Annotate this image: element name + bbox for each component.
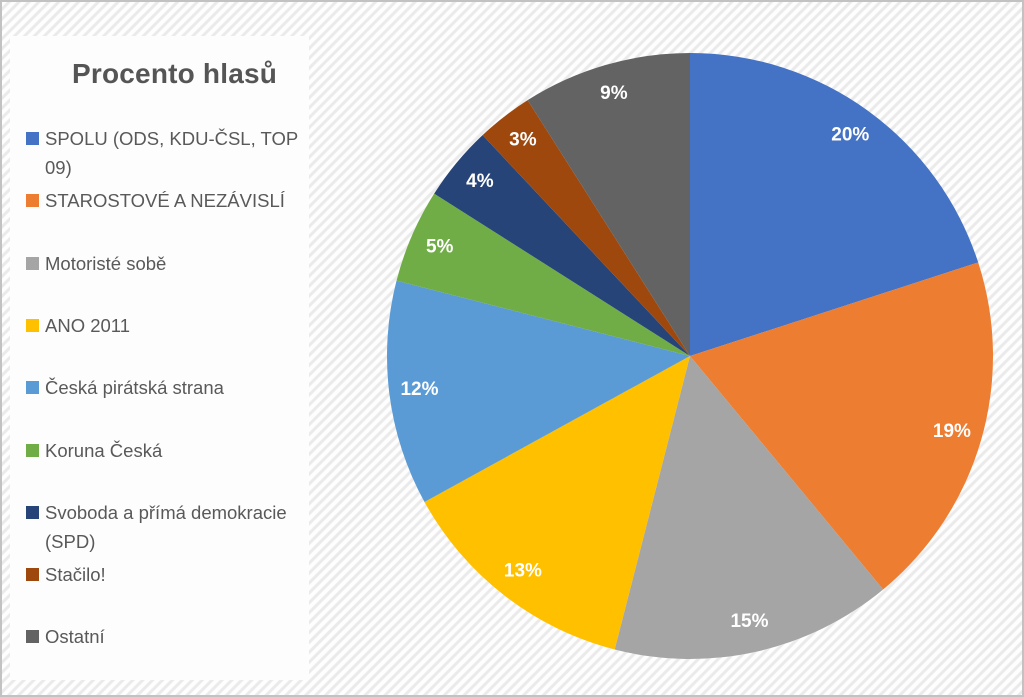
legend-swatch-icon xyxy=(26,630,39,643)
pie-slice-data-label: 13% xyxy=(504,561,542,582)
pie-slice-data-label: 19% xyxy=(933,421,971,442)
legend-item[interactable]: Svoboda a přímá demokracie (SPD) xyxy=(26,498,302,556)
legend-swatch-icon xyxy=(26,257,39,270)
legend-swatch-icon xyxy=(26,132,39,145)
legend-item[interactable]: Stačilo! xyxy=(26,560,302,589)
pie-slice[interactable] xyxy=(396,193,690,356)
legend-item-label: Svoboda a přímá demokracie (SPD) xyxy=(45,502,287,552)
legend-item-label: Motoristé sobě xyxy=(45,253,167,274)
legend-swatch-icon xyxy=(26,381,39,394)
legend-item-label: Stačilo! xyxy=(45,564,106,585)
legend-item[interactable]: Motoristé sobě xyxy=(26,249,302,278)
legend-item[interactable]: Koruna Česká xyxy=(26,436,302,465)
legend-swatch-icon xyxy=(26,506,39,519)
legend-item[interactable]: Ostatní xyxy=(26,622,302,651)
pie-slice[interactable] xyxy=(614,356,884,660)
pie-slice-data-label: 20% xyxy=(831,124,869,145)
pie-slice[interactable] xyxy=(690,262,994,590)
legend-swatch-icon xyxy=(26,194,39,207)
legend-item-label: SPOLU (ODS, KDU-ČSL, TOP 09) xyxy=(45,128,298,178)
legend-item[interactable]: Česká pirátská strana xyxy=(26,373,302,402)
legend-item-label: ANO 2011 xyxy=(45,315,131,336)
pie-slice[interactable] xyxy=(434,135,690,356)
pie-slice-data-label: 12% xyxy=(400,379,438,400)
pie-slice-data-label: 3% xyxy=(509,130,537,151)
legend-item[interactable]: ANO 2011 xyxy=(26,311,302,340)
legend-swatch-icon xyxy=(26,568,39,581)
pie-slice[interactable] xyxy=(690,53,979,356)
chart-title: Procento hlasů xyxy=(72,58,278,89)
legend-item-label: Koruna Česká xyxy=(45,440,163,461)
legend-swatch-icon xyxy=(26,319,39,332)
chart-legend-panel: Procento hlasů SPOLU (ODS, KDU-ČSL, TOP … xyxy=(10,36,309,680)
pie-slice[interactable] xyxy=(424,356,690,650)
legend-swatch-icon xyxy=(26,444,39,457)
pie-slice-data-label: 9% xyxy=(600,83,628,104)
legend-item-label: Česká pirátská strana xyxy=(45,377,224,398)
pie-slice-data-label: 15% xyxy=(730,611,768,632)
pie-slice-data-label: 5% xyxy=(426,237,454,258)
legend-item-label: STAROSTOVÉ A NEZÁVISLÍ xyxy=(45,190,285,211)
pie-slice[interactable] xyxy=(482,100,690,356)
legend-item-label: Ostatní xyxy=(45,626,105,647)
pie-slice[interactable] xyxy=(387,280,690,502)
legend-item[interactable]: STAROSTOVÉ A NEZÁVISLÍ xyxy=(26,186,302,215)
legend-item[interactable]: SPOLU (ODS, KDU-ČSL, TOP 09) xyxy=(26,124,302,182)
pie-slice-data-label: 4% xyxy=(466,171,494,192)
pie-slice[interactable] xyxy=(527,53,690,356)
